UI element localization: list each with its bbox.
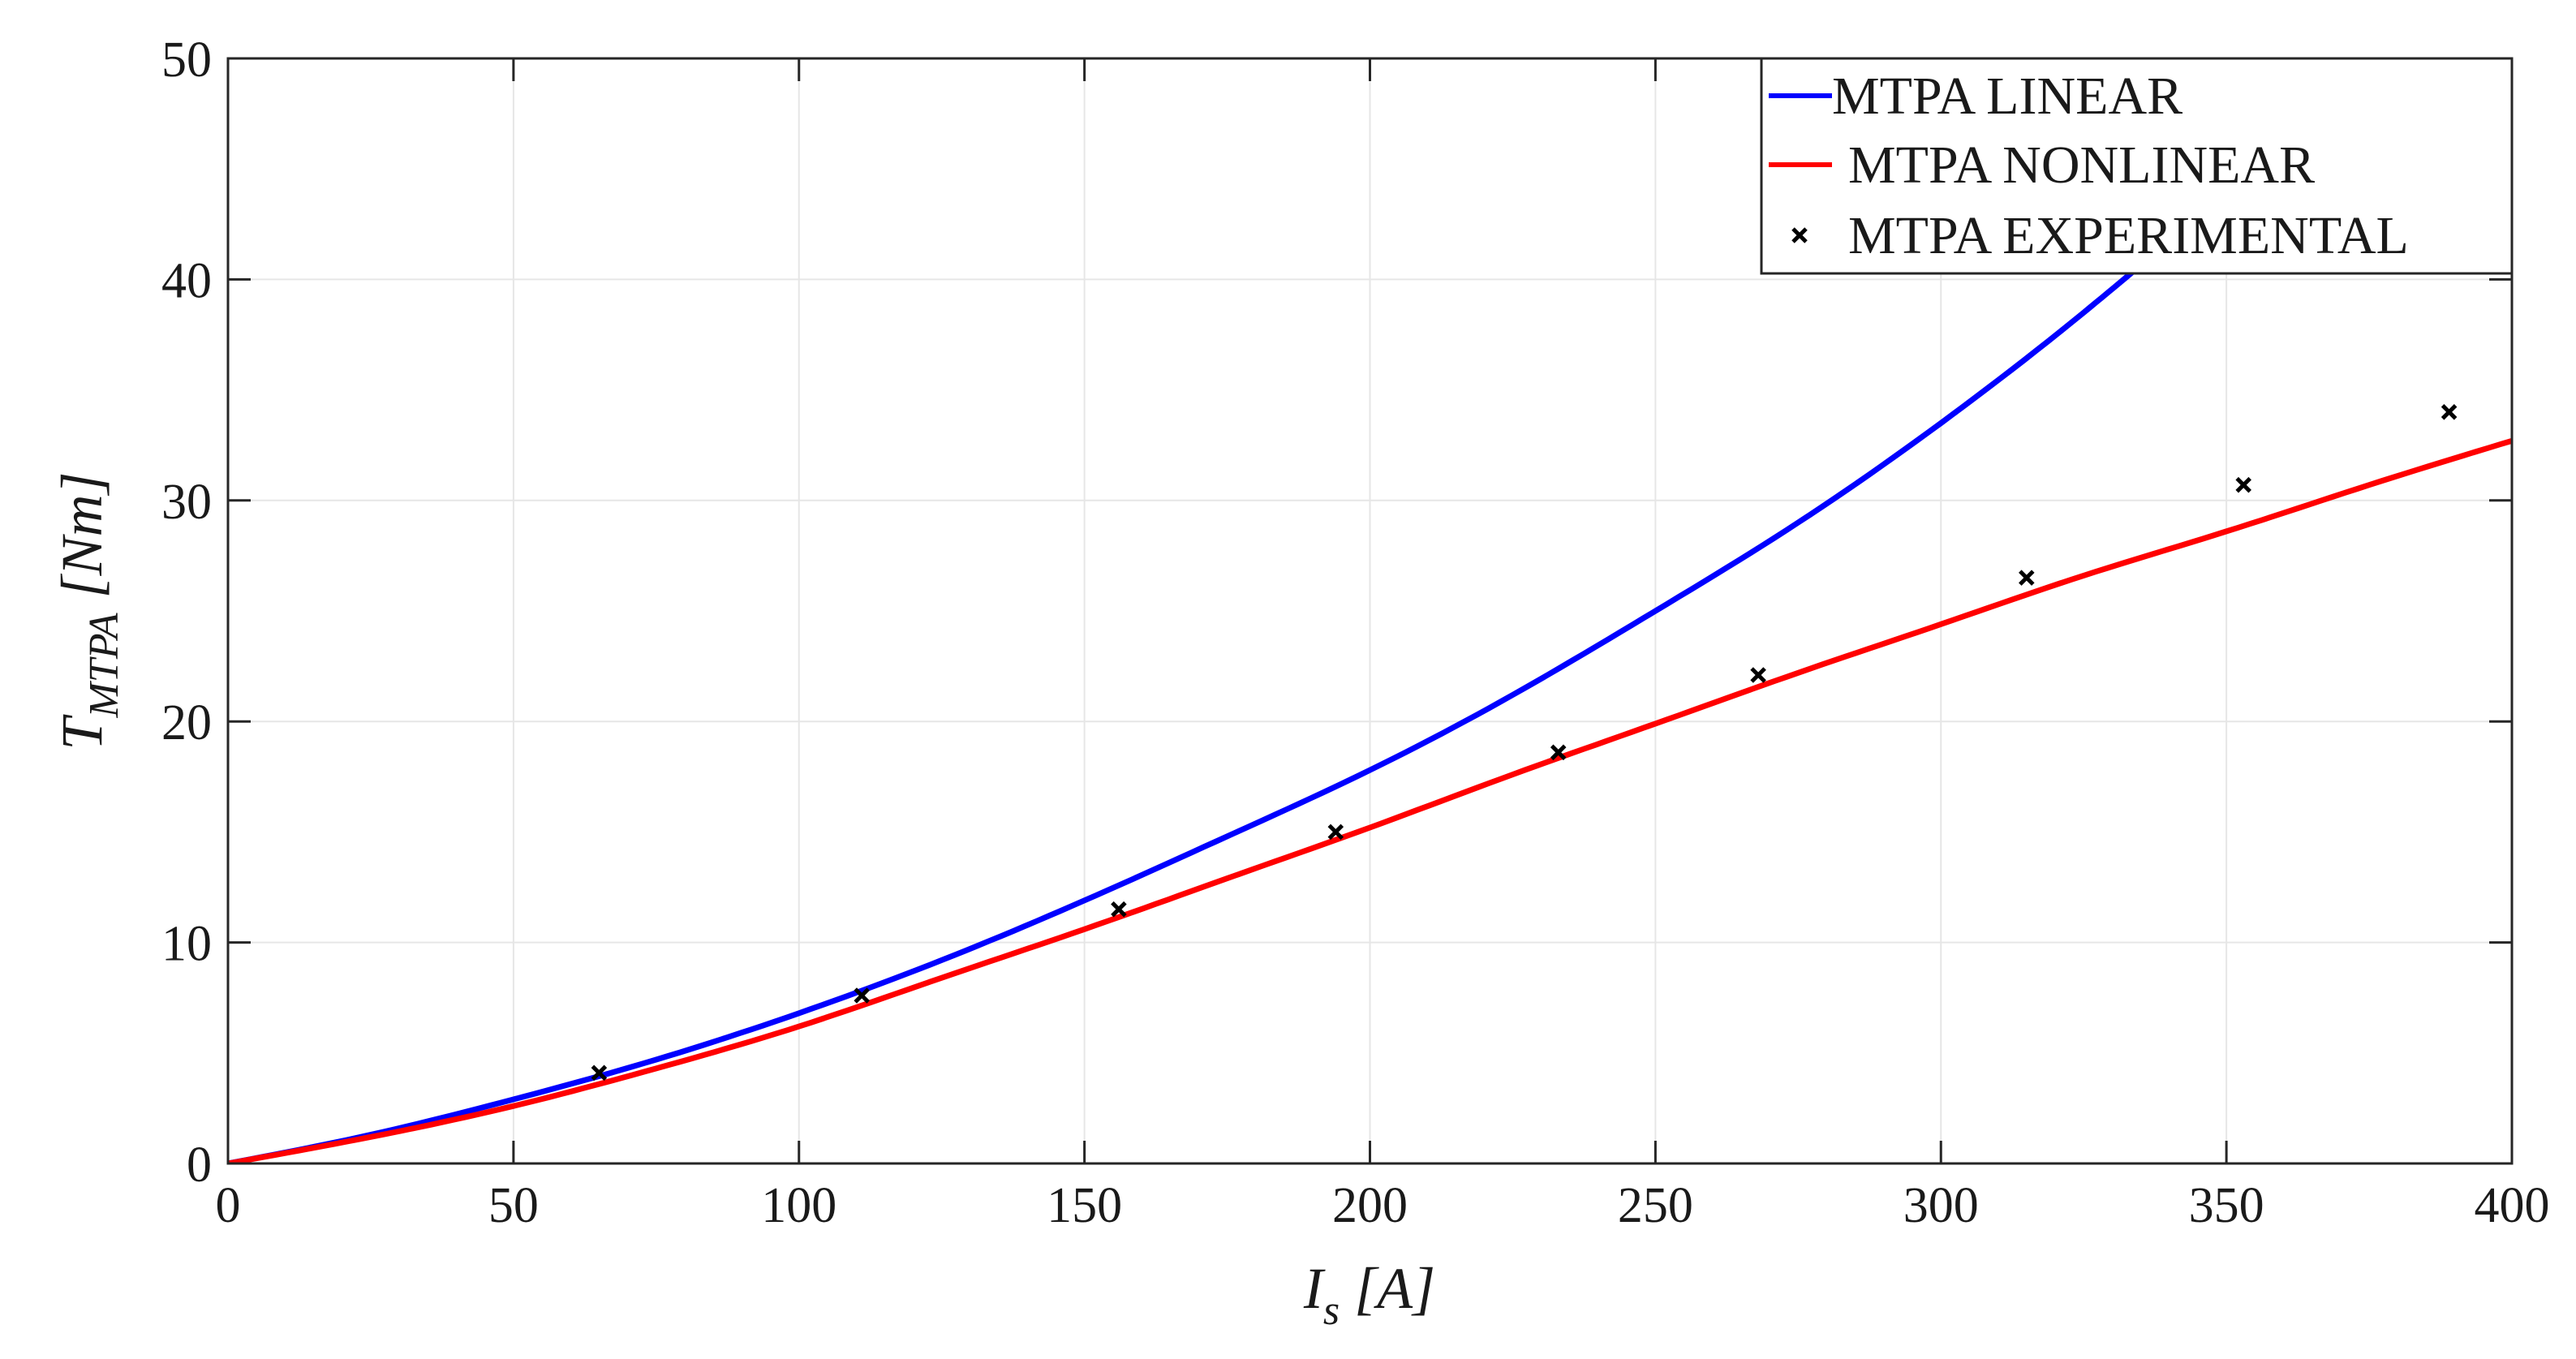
data-point-mtpa-experimental bbox=[1750, 667, 1766, 683]
legend: MTPA LINEAR MTPA NONLINEAR MTPA EXPERIME… bbox=[1760, 57, 2514, 275]
x-tick-label: 250 bbox=[1618, 1178, 1693, 1233]
legend-box bbox=[1760, 57, 2514, 275]
data-point-mtpa-experimental bbox=[854, 987, 870, 1004]
y-axis-label-main: T bbox=[49, 714, 114, 750]
data-point-mtpa-experimental bbox=[1550, 744, 1567, 761]
x-tick-label: 400 bbox=[2475, 1178, 2550, 1233]
data-point-mtpa-experimental bbox=[1327, 824, 1344, 841]
y-axis-label-sub: MTPA bbox=[81, 613, 127, 718]
data-point-mtpa-experimental bbox=[2235, 476, 2251, 493]
grid bbox=[228, 58, 2512, 1163]
series-line-mtpa-nonlinear bbox=[228, 437, 2512, 1163]
x-tick-label: 50 bbox=[488, 1178, 539, 1233]
x-axis-label: Is [A] bbox=[1303, 1256, 1435, 1334]
legend-label-mtpa-experimental: MTPA EXPERIMENTAL bbox=[1848, 206, 2409, 265]
x-tick-label: 100 bbox=[761, 1178, 836, 1233]
y-tick-label: 10 bbox=[161, 917, 212, 972]
data-point-mtpa-experimental bbox=[591, 1064, 608, 1082]
legend-label-mtpa-linear: MTPA LINEAR bbox=[1832, 67, 2183, 126]
legend-label-mtpa-nonlinear: MTPA NONLINEAR bbox=[1848, 135, 2315, 195]
data-point-mtpa-experimental bbox=[2019, 570, 2035, 586]
x-tick-label: 0 bbox=[216, 1178, 241, 1233]
y-axis-label-unit: [Nm] bbox=[49, 471, 114, 598]
x-tick-label: 350 bbox=[2189, 1178, 2264, 1233]
data-point-mtpa-experimental bbox=[1111, 901, 1127, 918]
x-tick-label: 150 bbox=[1047, 1178, 1122, 1233]
y-tick-label: 30 bbox=[161, 475, 212, 530]
y-tick-label: 20 bbox=[161, 695, 212, 750]
series-layer bbox=[228, 247, 2512, 1163]
y-tick-label: 50 bbox=[161, 32, 212, 88]
x-axis-label-unit: [A] bbox=[1354, 1256, 1435, 1321]
series-line-mtpa-linear bbox=[228, 247, 2161, 1163]
axis-ticks: 0 50 100 150 200 250 300 350 400 0 10 20 30 40 50 bbox=[161, 32, 2550, 1233]
x-axis-label-sub: s bbox=[1323, 1288, 1340, 1334]
y-tick-label: 40 bbox=[161, 253, 212, 308]
x-tick-label: 300 bbox=[1903, 1178, 1979, 1233]
y-axis-label: TMTPA [Nm] bbox=[49, 471, 127, 750]
data-point-mtpa-experimental bbox=[2441, 404, 2458, 420]
y-tick-label: 0 bbox=[187, 1138, 212, 1193]
x-tick-label: 200 bbox=[1332, 1178, 1408, 1233]
x-axis-label-main: I bbox=[1303, 1256, 1326, 1321]
legend-marker-mtpa-experimental bbox=[1791, 227, 1808, 243]
